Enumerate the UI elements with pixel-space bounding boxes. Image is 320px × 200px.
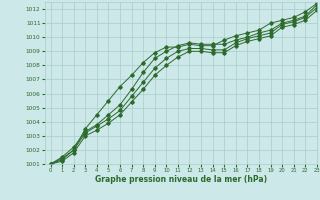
X-axis label: Graphe pression niveau de la mer (hPa): Graphe pression niveau de la mer (hPa) — [95, 175, 267, 184]
